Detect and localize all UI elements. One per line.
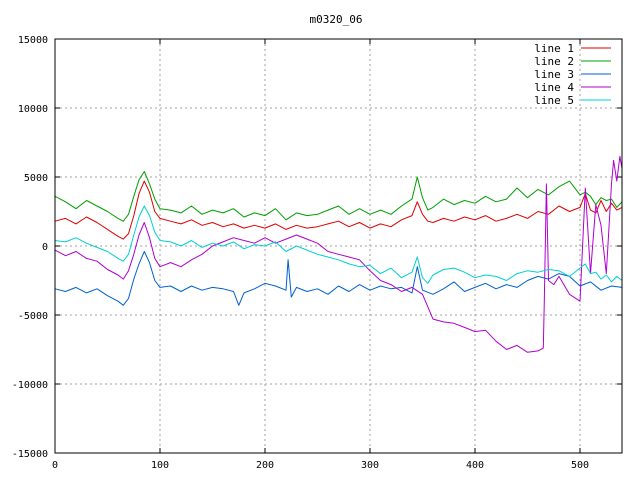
y-tick-label: 15000: [18, 35, 48, 46]
axis-ticks: 0 100 200 300 400 500 -15000 -10000 -5000 0 5000 10…: [12, 35, 622, 471]
series-lines: [54, 155, 623, 353]
plot-frame: [54, 38, 623, 454]
legend-label: line 4: [534, 81, 574, 94]
legend-label: line 3: [534, 68, 574, 81]
y-tick-label: -10000: [12, 380, 48, 391]
series-line-2: [54, 171, 623, 222]
series-line-1: [54, 180, 623, 240]
y-tick-label: -15000: [12, 449, 48, 460]
x-tick-label: 100: [151, 460, 169, 471]
legend-label: line 1: [534, 42, 574, 55]
x-tick-label: 0: [52, 460, 58, 471]
chart-title: m0320_06: [310, 13, 363, 26]
y-tick-label: 0: [42, 242, 48, 253]
legend-label: line 2: [534, 55, 574, 68]
series-line-5: [54, 205, 623, 284]
x-tick-label: 200: [256, 460, 274, 471]
legend-label: line 5: [534, 94, 574, 107]
y-tick-label: -5000: [18, 311, 48, 322]
y-tick-label: 10000: [18, 104, 48, 115]
x-tick-label: 500: [571, 460, 589, 471]
y-tick-label: 5000: [24, 173, 48, 184]
series-line-4: [54, 155, 623, 353]
series-line-3: [54, 251, 623, 306]
x-tick-label: 400: [466, 460, 484, 471]
x-tick-label: 300: [361, 460, 379, 471]
